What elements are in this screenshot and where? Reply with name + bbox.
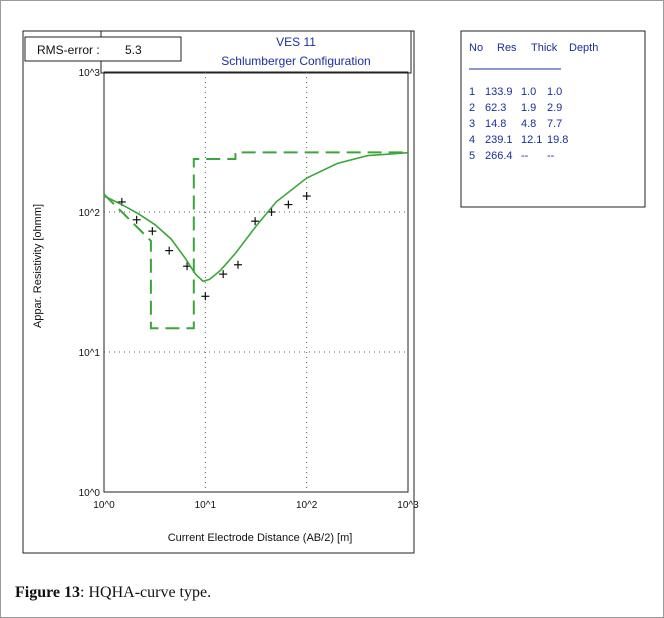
table-cell: 266.4 — [485, 150, 513, 162]
rms-label: RMS-error : — [37, 43, 100, 57]
y-tick-label: 10^0 — [79, 488, 101, 499]
observed-point — [148, 227, 157, 236]
rms-box — [24, 36, 182, 62]
x-tick-label: 10^0 — [93, 500, 115, 511]
observed-point — [267, 208, 276, 216]
table-cell: 133.9 — [485, 86, 513, 98]
x-tick-labels: 10^0 10^1 10^2 10^3 — [93, 500, 419, 511]
caption-text: : HQHA-curve type. — [80, 584, 212, 601]
y-tick-label: 10^1 — [79, 348, 101, 359]
table-cell: 62.3 — [485, 102, 506, 114]
observed-point — [165, 246, 174, 255]
layer-table: No Res Thick Depth 1 133.9 1.0 1.0 2 62.3 1.9 2… — [469, 42, 598, 162]
chart-subtitle: Schlumberger Configuration — [221, 54, 370, 68]
figure-chart: VES 11 Schlumberger Configuration RMS-er… — [22, 30, 646, 554]
table-cell: -- — [521, 150, 529, 162]
x-tick-label: 10^2 — [296, 500, 318, 511]
fitted-curve-line — [103, 151, 409, 283]
observed-point — [201, 292, 210, 301]
x-tick-label: 10^1 — [195, 500, 217, 511]
figure-caption: Figure 13: HQHA-curve type. — [15, 584, 211, 602]
observed-point — [219, 270, 228, 279]
series-layer — [103, 151, 409, 330]
table-cell: 3 — [469, 118, 475, 130]
table-cell: 4 — [469, 134, 475, 146]
col-header-depth: Depth — [569, 42, 598, 54]
table-cell: 4.8 — [521, 118, 536, 130]
table-cell: 19.8 — [547, 134, 568, 146]
observed-point — [284, 200, 293, 209]
plot-border — [103, 71, 409, 493]
x-axis-label: Current Electrode Distance (AB/2) [m] — [168, 532, 353, 544]
chart-panel — [22, 30, 415, 554]
gridlines — [104, 72, 408, 492]
rms-value: 5.3 — [125, 43, 142, 57]
table-rows: 1 133.9 1.0 1.0 2 62.3 1.9 2.9 3 14.8 4.8 7.7 4 239.1… — [469, 86, 568, 162]
caption-label: Figure 13 — [15, 584, 81, 601]
table-cell: 12.1 — [521, 134, 542, 146]
table-cell: 2 — [469, 102, 475, 114]
table-cell: 239.1 — [485, 134, 513, 146]
x-tick-label: 10^3 — [397, 500, 419, 511]
observed-point — [302, 192, 311, 201]
model-layer-line — [103, 151, 408, 330]
table-cell: 14.8 — [485, 118, 506, 130]
table-cell: 5 — [469, 150, 475, 162]
table-cell: 1 — [469, 86, 475, 98]
table-cell: 2.9 — [547, 102, 562, 114]
table-cell: 7.7 — [547, 118, 562, 130]
observed-point — [132, 215, 141, 224]
col-header-res: Res — [497, 42, 517, 54]
y-axis-label: Appar. Resistivity [ohmm] — [32, 204, 44, 328]
y-tick-label: 10^2 — [79, 208, 101, 219]
y-tick-labels: 10^0 10^1 10^2 10^3 — [79, 68, 101, 499]
layer-table-box — [460, 30, 646, 208]
table-cell: 1.0 — [521, 86, 536, 98]
y-tick-label: 10^3 — [79, 68, 101, 79]
observed-point — [233, 260, 242, 269]
table-cell: 1.9 — [521, 102, 536, 114]
col-header-thick: Thick — [531, 42, 558, 54]
chart-title: VES 11 — [276, 35, 316, 49]
table-cell: 1.0 — [547, 86, 562, 98]
observed-point — [251, 217, 260, 226]
col-header-no: No — [469, 42, 483, 54]
plot-area: 10^0 10^1 10^2 10^3 10^0 10^1 10^2 10^3 — [79, 68, 420, 511]
table-cell: -- — [547, 150, 555, 162]
